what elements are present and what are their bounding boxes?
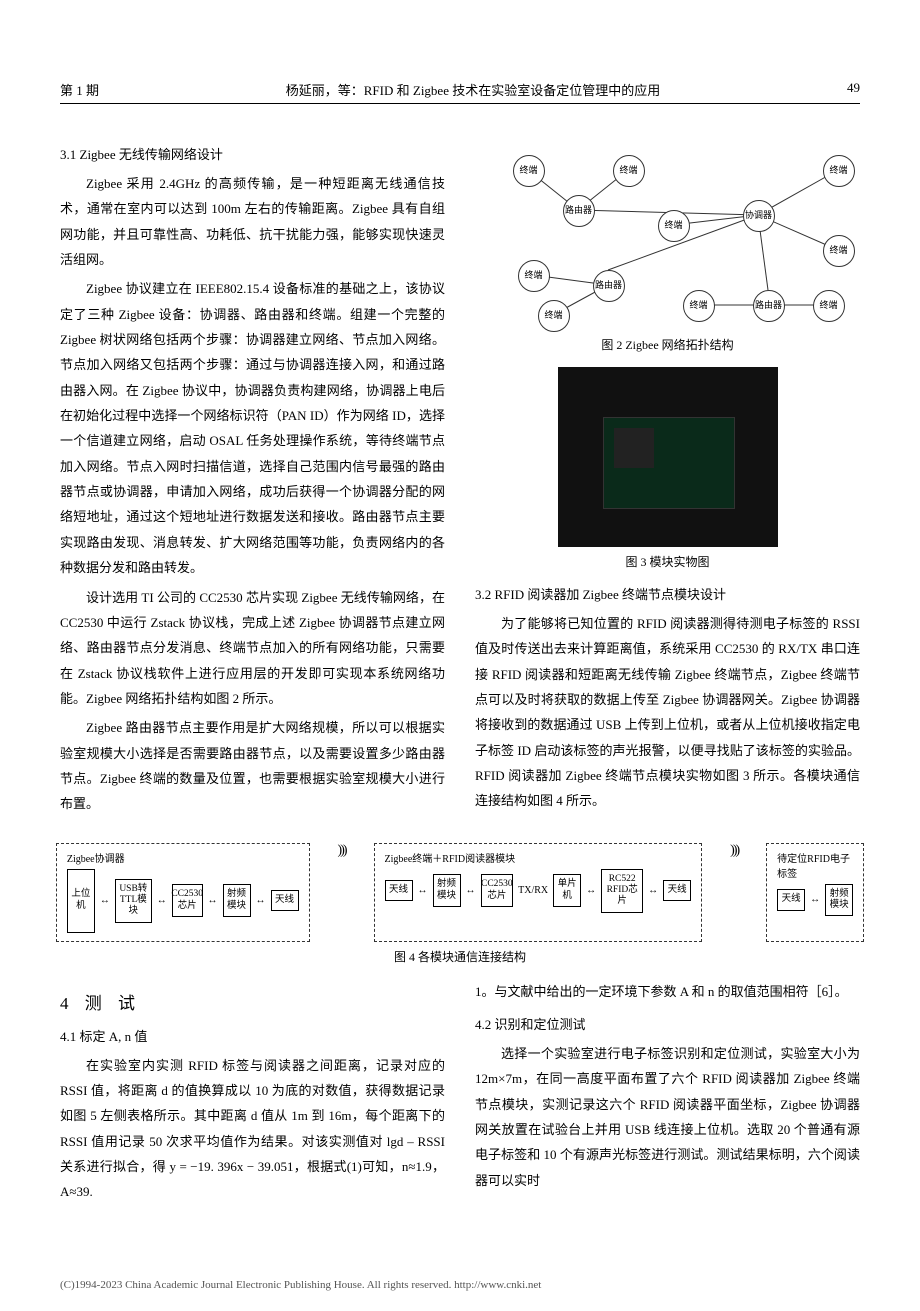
block-antenna-2b: 天线 (663, 880, 691, 901)
s42-para-1: 选择一个实验室进行电子标签识别和定位测试，实验室大小为 12m×7m，在同一高度… (475, 1041, 860, 1193)
node-router-1: 路由器 (563, 195, 595, 227)
s31-para-1: Zigbee 采用 2.4GHz 的高频传输，是一种短距离无线通信技术，通常在室… (60, 171, 445, 272)
section4-right: 1。与文献中给出的一定环境下参数 A 和 n 的取值范围相符［6］。 4.2 识… (475, 979, 860, 1209)
fig4-group-coordinator: Zigbee协调器 上位机 ↔ USB转TTL模块 ↔ CC2530芯片 ↔ 射… (56, 843, 310, 942)
node-router-2: 路由器 (593, 270, 625, 302)
node-term-1: 终端 (513, 155, 545, 187)
s31-para-4: Zigbee 路由器节点主要作用是扩大网络规模，所以可以根据实验室规模大小选择是… (60, 715, 445, 816)
section4-left: 4 测 试 4.1 标定 A, n 值 在实验室内实测 RFID 标签与阅读器之… (60, 979, 445, 1209)
node-term-2: 终端 (613, 155, 645, 187)
figure-3-photo (558, 367, 778, 547)
arrow-icon: ↔ (417, 885, 429, 896)
node-term-6: 终端 (813, 290, 845, 322)
section-4.1-heading: 4.1 标定 A, n 值 (60, 1026, 445, 1045)
figure-4-caption: 图 4 各模块通信连接结构 (60, 948, 860, 965)
block-rf-3: 射频模块 (825, 884, 853, 917)
arrow-icon: ↔ (255, 895, 267, 906)
page-number: 49 (847, 80, 860, 99)
block-rc522: RC522 RFID芯片 (601, 869, 643, 913)
block-rf-2: 射频模块 (433, 874, 461, 907)
running-title: 杨延丽，等：RFID 和 Zigbee 技术在实验室设备定位管理中的应用 (286, 80, 660, 99)
arrow-icon: ↔ (465, 885, 477, 896)
s4r-para-1: 1。与文献中给出的一定环境下参数 A 和 n 的取值范围相符［6］。 (475, 979, 860, 1004)
block-cc2530-1: CC2530芯片 (172, 884, 203, 917)
wireless-icon: ))) (730, 843, 738, 942)
node-term-4: 终端 (823, 155, 855, 187)
section-3.1-heading: 3.1 Zigbee 无线传输网络设计 (60, 144, 445, 163)
arrow-icon: ↔ (207, 895, 219, 906)
block-antenna-3: 天线 (777, 889, 805, 910)
s32-para-1: 为了能够将已知位置的 RFID 阅读器测得待测电子标签的 RSSI 值及时传送出… (475, 611, 860, 814)
left-column: 3.1 Zigbee 无线传输网络设计 Zigbee 采用 2.4GHz 的高频… (60, 134, 445, 821)
node-term-9: 终端 (538, 300, 570, 332)
arrow-icon: ↔ (809, 894, 821, 905)
arrow-icon: ↔ (585, 885, 597, 896)
block-rf-1: 射频模块 (223, 884, 251, 917)
s41-para-1: 在实验室内实测 RFID 标签与阅读器之间距离，记录对应的 RSSI 值，将距离… (60, 1053, 445, 1205)
page-header: 第 1 期 杨延丽，等：RFID 和 Zigbee 技术在实验室设备定位管理中的… (60, 80, 860, 104)
page-footer: (C)1994-2023 China Academic Journal Elec… (0, 1249, 920, 1311)
wireless-icon: ))) (338, 843, 346, 942)
block-antenna-1: 天线 (271, 890, 299, 911)
arrow-icon: ↔ (156, 895, 168, 906)
node-term-8: 终端 (518, 260, 550, 292)
section-4-heading: 4 测 试 (60, 989, 445, 1014)
node-coordinator: 协调器 (743, 200, 775, 232)
s31-para-2: Zigbee 协议建立在 IEEE802.15.4 设备标准的基础之上，该协议定… (60, 276, 445, 580)
fig4-group-terminal: Zigbee终端＋RFID阅读器模块 天线 ↔ 射频模块 ↔ CC2530芯片 … (374, 843, 703, 942)
fig4-group-tag: 待定位RFID电子标签 天线 ↔ 射频模块 (766, 843, 864, 942)
node-term-5: 终端 (823, 235, 855, 267)
node-term-7: 终端 (683, 290, 715, 322)
fig4-g1-title: Zigbee协调器 (67, 850, 299, 865)
block-antenna-2a: 天线 (385, 880, 413, 901)
figure-3: 图 3 模块实物图 (475, 367, 860, 570)
block-pc: 上位机 (67, 869, 95, 933)
block-cc2530-2: CC2530芯片 (481, 874, 514, 907)
arrow-icon: ↔ (647, 885, 659, 896)
block-mcu: 单片机 (553, 874, 581, 907)
fig4-g2-title: Zigbee终端＋RFID阅读器模块 (385, 850, 692, 865)
figure-4: Zigbee协调器 上位机 ↔ USB转TTL模块 ↔ CC2530芯片 ↔ 射… (60, 843, 860, 965)
block-usb-ttl: USB转TTL模块 (115, 879, 152, 923)
txrx-label: TX/RX (517, 885, 549, 896)
figure-3-caption: 图 3 模块实物图 (475, 553, 860, 570)
s31-para-3: 设计选用 TI 公司的 CC2530 芯片实现 Zigbee 无线传输网络，在 … (60, 585, 445, 712)
node-term-3: 终端 (658, 210, 690, 242)
issue-number: 第 1 期 (60, 80, 99, 99)
node-router-3: 路由器 (753, 290, 785, 322)
figure-2-caption: 图 2 Zigbee 网络拓扑结构 (475, 336, 860, 353)
section-4.2-heading: 4.2 识别和定位测试 (475, 1014, 860, 1033)
section-3.2-heading: 3.2 RFID 阅读器加 Zigbee 终端节点模块设计 (475, 584, 860, 603)
right-column: 协调器 路由器 路由器 路由器 终端 终端 终端 终端 终端 终端 终端 终端 … (475, 134, 860, 821)
figure-2: 协调器 路由器 路由器 路由器 终端 终端 终端 终端 终端 终端 终端 终端 … (475, 140, 860, 353)
fig4-g3-title: 待定位RFID电子标签 (777, 850, 853, 880)
arrow-icon: ↔ (99, 895, 111, 906)
